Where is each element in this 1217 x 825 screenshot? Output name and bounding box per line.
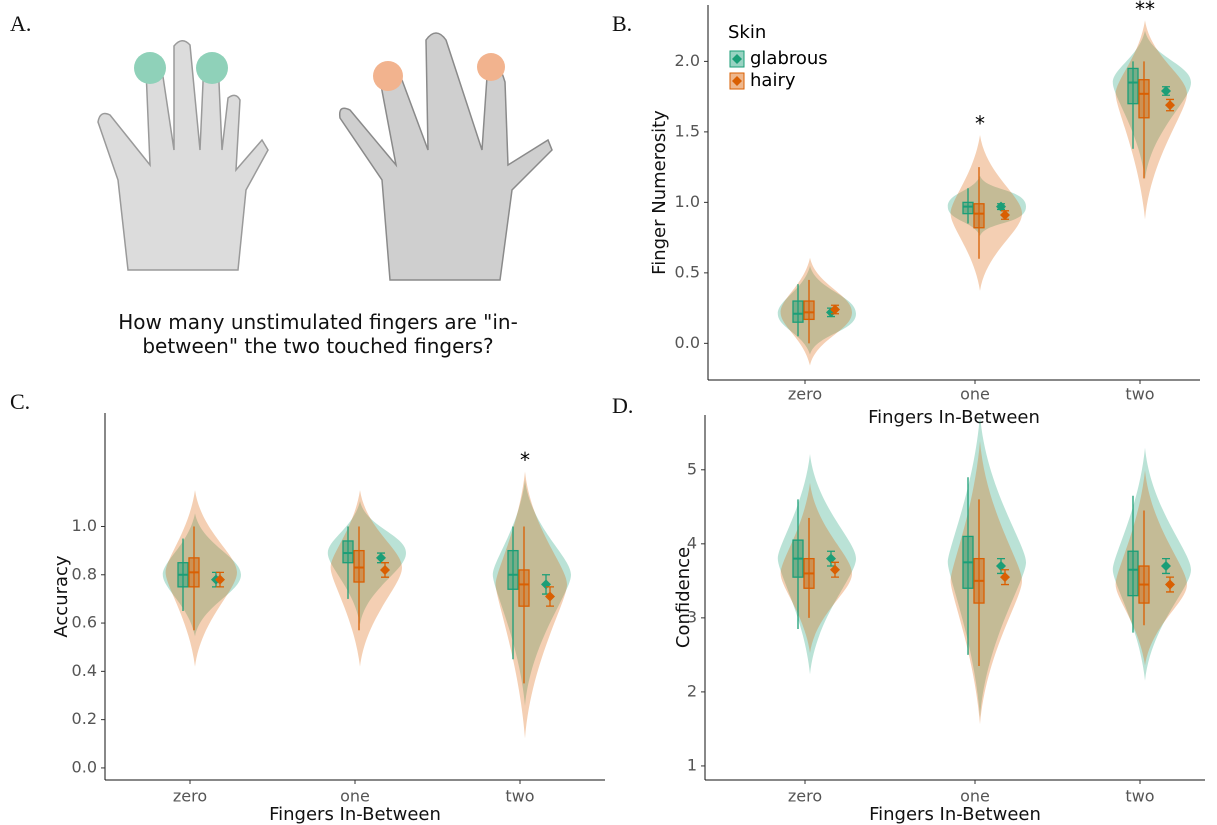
x-tick-label: two — [1125, 385, 1154, 404]
hand-back — [340, 33, 552, 280]
panel-label: C. — [10, 389, 30, 414]
y-tick-label: 5 — [687, 459, 697, 478]
y-tick-label: 0.6 — [72, 613, 97, 632]
figure: A. B. 0.0 0.5 1.0 1.5 2.0 Finger Numerosity Fin… — [0, 0, 1217, 825]
x-axis-title: Fingers In-Between — [869, 804, 1041, 825]
significance: * — [975, 112, 985, 136]
figure-canvas: A. B. 0.0 0.5 1.0 1.5 2.0 Finger Numerosity Fin… — [0, 0, 1217, 825]
x-tick-label: one — [960, 787, 990, 806]
box — [343, 541, 353, 563]
box — [963, 202, 973, 213]
box — [1128, 68, 1138, 103]
y-tick-label: 0.5 — [675, 262, 700, 281]
y-tick-label: 0.4 — [72, 661, 97, 680]
y-axis-title: Confidence — [673, 547, 694, 648]
x-tick-label: one — [960, 385, 990, 404]
violin — [1116, 20, 1187, 219]
y-tick-label: 2 — [687, 681, 697, 700]
hand-palm — [98, 41, 268, 270]
x-axis-title: Fingers In-Between — [868, 407, 1040, 428]
legend-title: Skin — [728, 22, 766, 43]
question-text: How many unstimulated fingers are "in-be… — [118, 310, 518, 358]
box — [354, 551, 364, 582]
violin — [331, 490, 402, 666]
y-tick-label: 1 — [687, 755, 697, 774]
x-tick-label: zero — [173, 787, 207, 806]
y-tick-label: 1.5 — [675, 121, 700, 140]
legend-label: glabrous — [750, 48, 828, 69]
box — [1139, 80, 1149, 118]
y-tick-label: 0.0 — [675, 333, 700, 352]
box — [804, 301, 814, 319]
stimulus-hairy — [373, 61, 403, 91]
violin — [951, 441, 1022, 724]
violin — [781, 258, 852, 366]
significance: ** — [1135, 0, 1155, 21]
x-tick-label: two — [1125, 787, 1154, 806]
significance: * — [520, 448, 530, 472]
x-tick-label: zero — [788, 385, 822, 404]
panel-label: B. — [612, 11, 632, 36]
box — [1128, 551, 1138, 595]
panel-label: D. — [612, 393, 633, 418]
y-tick-label: 0.0 — [72, 757, 97, 776]
panel-label: A. — [10, 11, 31, 36]
legend-label: hairy — [750, 70, 796, 91]
box — [519, 570, 529, 606]
violin — [781, 483, 852, 653]
y-tick-label: 1.0 — [675, 192, 700, 211]
violin — [951, 135, 1022, 291]
x-axis-title: Fingers In-Between — [269, 804, 441, 825]
y-axis-title: Accuracy — [51, 555, 72, 638]
stimulus-hairy — [477, 53, 505, 81]
y-tick-label: 2.0 — [675, 51, 700, 70]
violin — [496, 472, 567, 739]
violin — [166, 490, 237, 666]
box — [793, 301, 803, 322]
x-tick-label: two — [505, 787, 534, 806]
y-tick-label: 1.0 — [72, 516, 97, 535]
stimulus-glabrous — [196, 52, 228, 84]
box — [508, 551, 518, 590]
y-axis-title: Finger Numerosity — [649, 110, 670, 275]
x-tick-label: one — [340, 787, 370, 806]
y-tick-label: 0.2 — [72, 709, 97, 728]
x-tick-label: zero — [788, 787, 822, 806]
stimulus-glabrous — [134, 52, 166, 84]
y-tick-label: 0.8 — [72, 564, 97, 583]
box — [974, 204, 984, 228]
